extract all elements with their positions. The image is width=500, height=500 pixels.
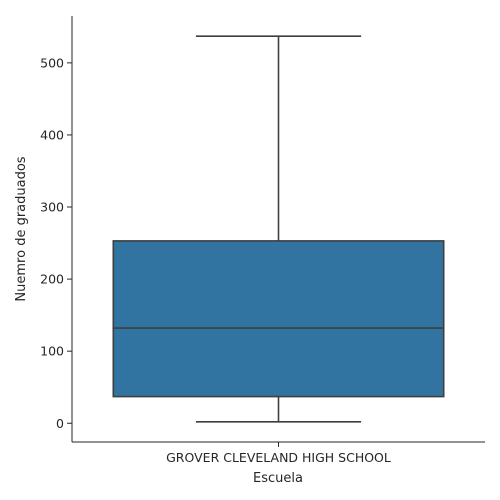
y-tick-label: 300 [40, 200, 64, 215]
box-plot-marks [112, 35, 445, 423]
y-tick-label: 200 [40, 272, 64, 287]
x-axis-label: Escuela [253, 471, 303, 486]
x-ticks: GROVER CLEVELAND HIGH SCHOOL [166, 442, 391, 465]
y-axis-label: Nuemro de graduados [14, 156, 29, 301]
y-tick-label: 0 [56, 416, 64, 431]
x-tick-label: GROVER CLEVELAND HIGH SCHOOL [166, 450, 391, 465]
y-tick-label: 500 [40, 55, 64, 70]
y-tick-label: 100 [40, 344, 64, 359]
y-tick-label: 400 [40, 127, 64, 142]
iqr-box [112, 240, 445, 398]
y-ticks: 0 100 200 300 400 500 [40, 55, 72, 431]
